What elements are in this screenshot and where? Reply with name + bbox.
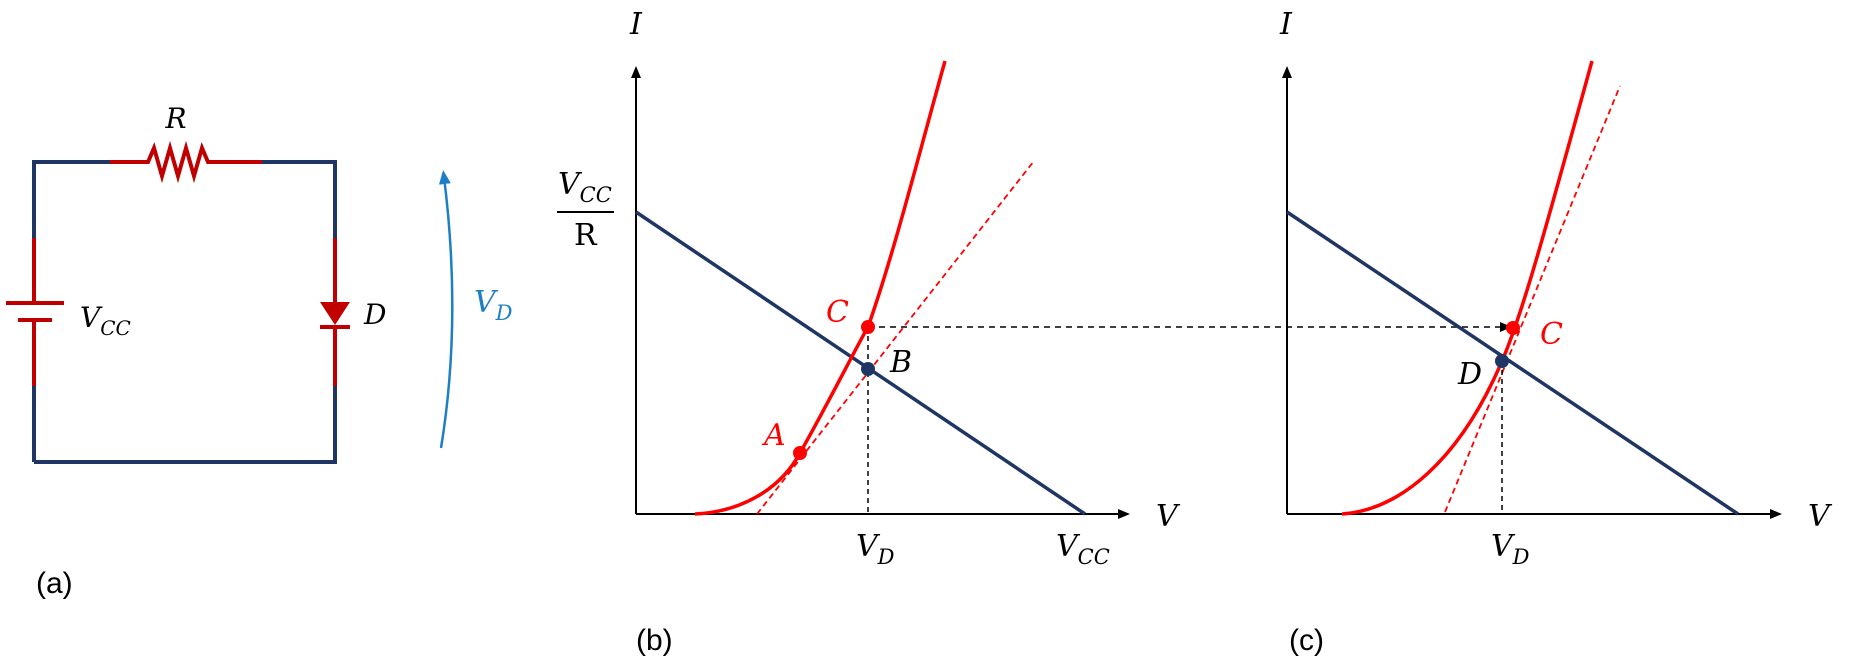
intercept-denominator: R — [574, 218, 598, 253]
graph-c: I V C D VD (c) — [1279, 7, 1833, 657]
caption-a: (a) — [36, 567, 73, 600]
vcc-tick-label: VCC — [1056, 529, 1110, 569]
tangent-line — [756, 160, 1035, 515]
resistor-label: R — [164, 102, 186, 135]
circuit-wire — [32, 160, 337, 464]
intercept-numerator: VCC — [558, 167, 612, 207]
caption-b: (b) — [636, 624, 673, 657]
caption-c: (c) — [1289, 624, 1324, 657]
resistor — [110, 140, 262, 184]
point-a-label: A — [761, 418, 786, 453]
graph-b: I V VCC R A C B VD VCC (b) — [557, 7, 1512, 657]
y-axis-label: I — [629, 7, 643, 42]
diode-iv-curve — [1341, 60, 1594, 516]
vd-tick-label: VD — [1491, 529, 1530, 569]
point-d-label: D — [1457, 357, 1482, 392]
voltage-label: VD — [474, 285, 513, 325]
source-label: VCC — [80, 301, 131, 340]
point-b-marker — [861, 362, 875, 376]
tangent-line — [1444, 85, 1621, 513]
point-c-label: C — [1540, 317, 1563, 352]
vd-tick-label: VD — [856, 529, 895, 569]
diode-label: D — [363, 298, 386, 331]
point-c-marker — [1506, 321, 1520, 335]
load-line — [1286, 210, 1739, 516]
x-axis-label: V — [1156, 499, 1181, 534]
voltage-arrow — [438, 170, 454, 449]
point-b-label: B — [889, 345, 912, 380]
point-d-marker — [1495, 354, 1509, 368]
circuit-a: R VCC D VD (a) — [6, 102, 513, 600]
diode-iv-curve — [694, 60, 947, 516]
y-axis-label: I — [1279, 7, 1293, 42]
x-axis-label: V — [1808, 499, 1833, 534]
point-a-marker — [793, 446, 807, 460]
load-line — [635, 210, 1086, 516]
point-c-label: C — [826, 295, 849, 330]
battery-source — [6, 238, 64, 386]
point-c-marker — [861, 320, 875, 334]
diode — [320, 238, 350, 386]
